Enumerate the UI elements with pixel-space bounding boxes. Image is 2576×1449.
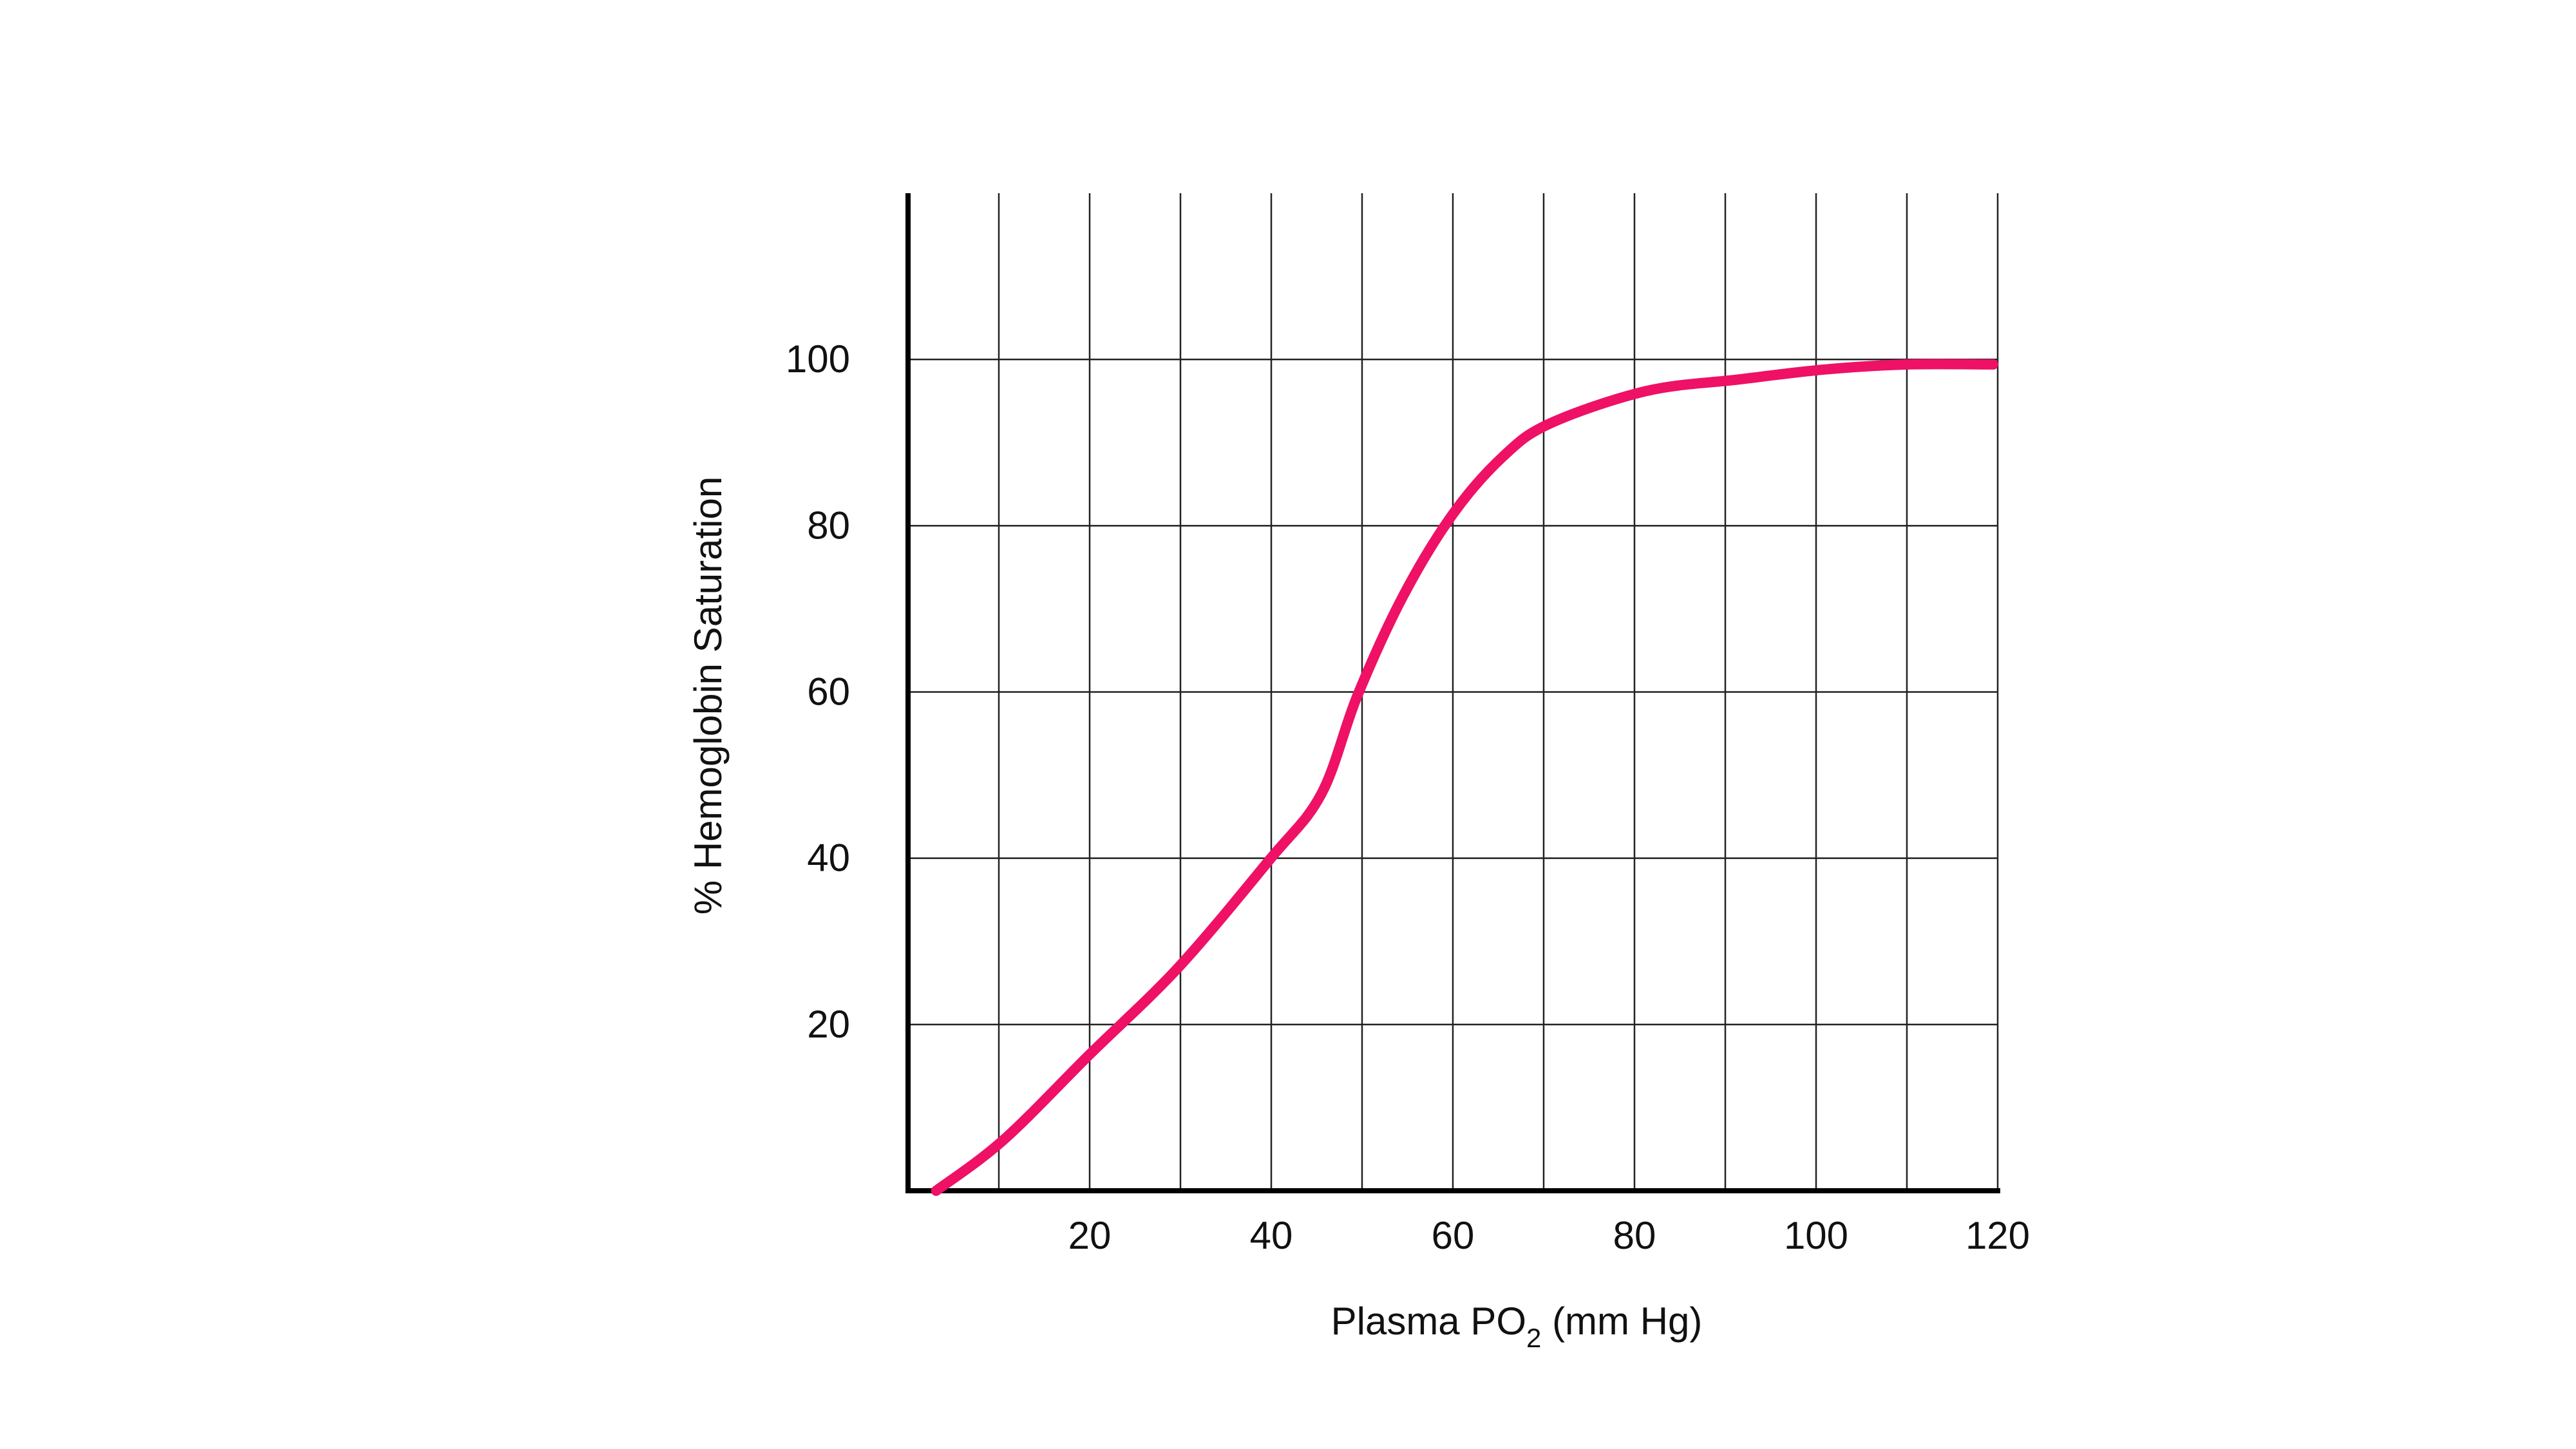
saturation-curve xyxy=(931,359,1998,1196)
y-tick-label: 80 xyxy=(807,504,850,547)
x-label-subscript: 2 xyxy=(1526,1323,1541,1353)
x-label-main: Plasma PO xyxy=(1331,1300,1526,1343)
x-axis-label: Plasma PO2 (mm Hg) xyxy=(1331,1300,1703,1353)
x-tick-label: 40 xyxy=(1250,1214,1293,1257)
y-tick-label: 100 xyxy=(786,337,850,381)
x-label-suffix: (mm Hg) xyxy=(1541,1300,1702,1343)
y-axis-label: % Hemoglobin Saturation xyxy=(687,477,730,914)
x-tick-label: 100 xyxy=(1784,1214,1848,1257)
x-tick-label: 80 xyxy=(1613,1214,1656,1257)
x-tick-label: 20 xyxy=(1068,1214,1112,1257)
x-tick-label: 120 xyxy=(1965,1214,2030,1257)
y-tick-label: 20 xyxy=(807,1003,850,1046)
y-tick-label: 40 xyxy=(807,837,850,880)
y-tick-label: 60 xyxy=(807,670,850,714)
x-tick-label: 60 xyxy=(1432,1214,1475,1257)
